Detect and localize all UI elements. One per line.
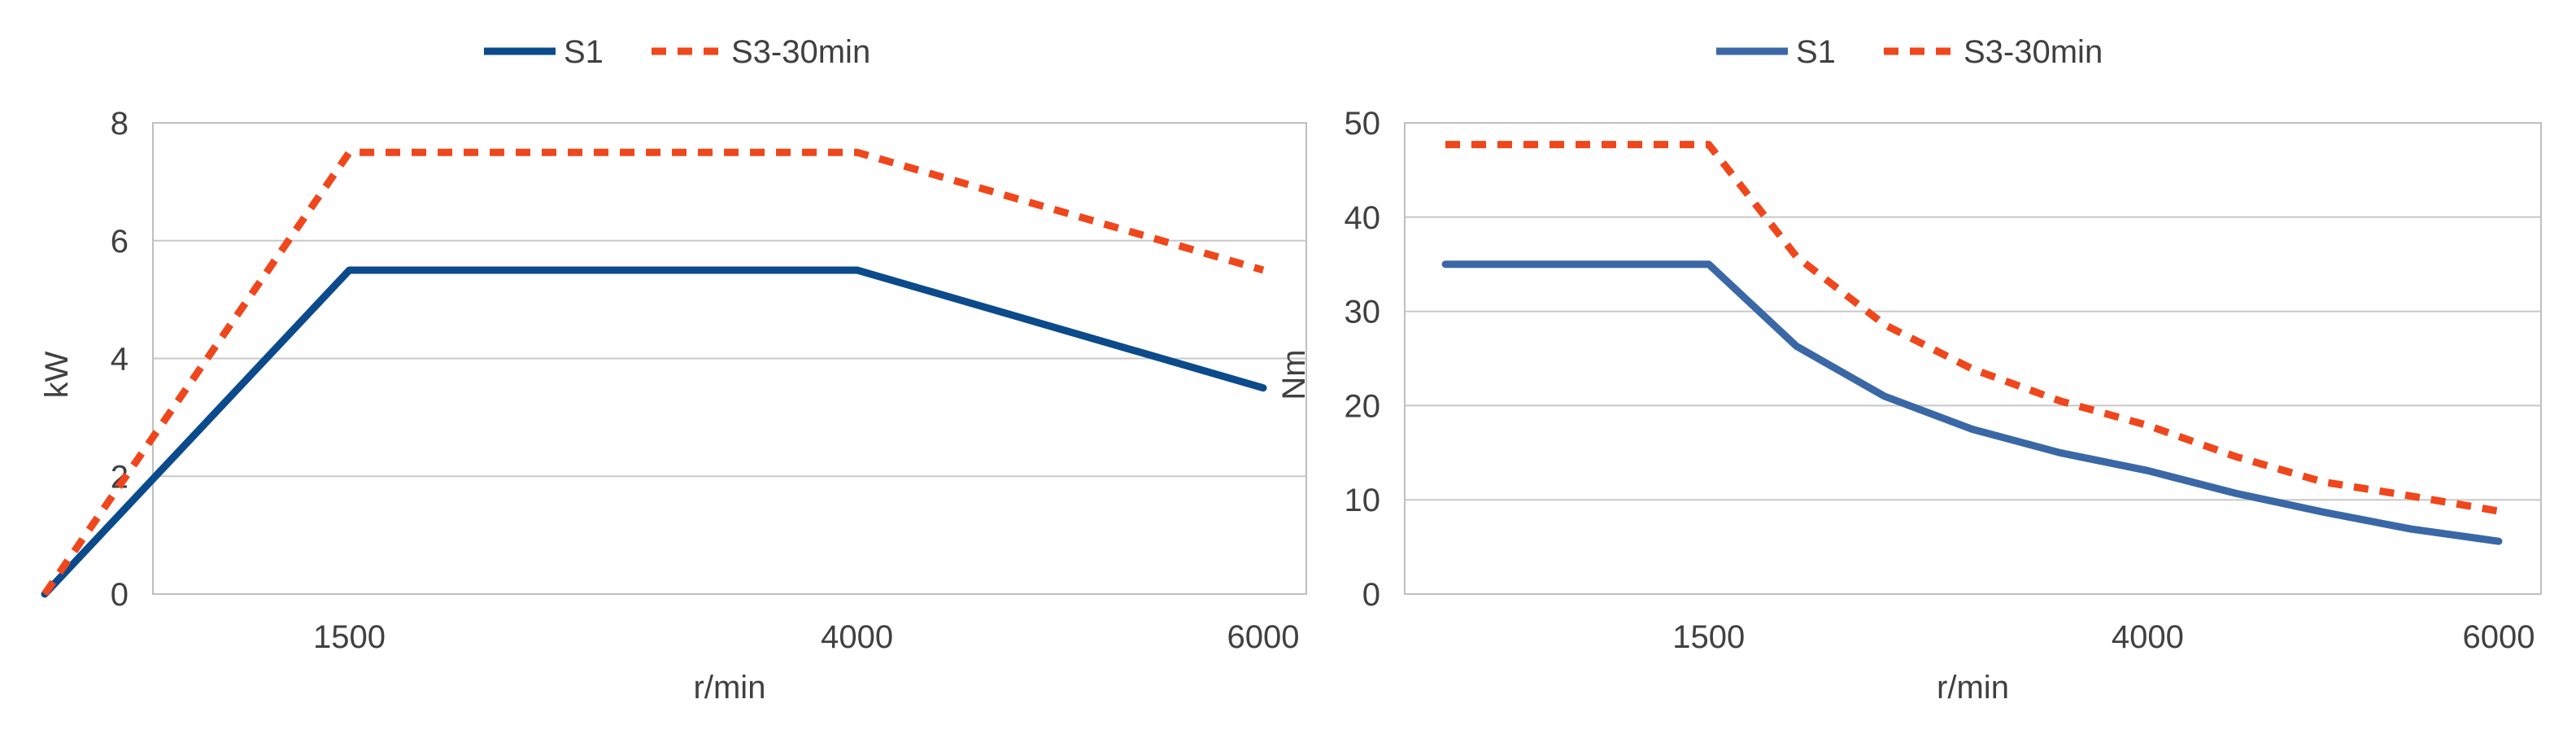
torque-chart: 0 10 20 30 40 50 1500 4000 6000 r/min Nm S1 S3-30min <box>1276 34 2542 706</box>
x-tick-label: 1500 <box>1672 619 1745 655</box>
series-line-s1 <box>1441 260 2503 545</box>
series-line-s3-30min <box>41 148 1265 596</box>
y-tick-label: 8 <box>111 106 129 142</box>
y-tick-label: 6 <box>111 224 129 260</box>
plot-frame <box>152 122 1307 595</box>
y-tick-label: 40 <box>1345 200 1381 236</box>
x-axis-title: r/min <box>1937 670 2009 706</box>
legend-label: S3-30min <box>731 34 870 70</box>
x-tick-label: 4000 <box>2112 619 2184 655</box>
y-tick-label: 30 <box>1345 295 1381 330</box>
legend-label: S1 <box>1796 34 1836 70</box>
series-line-s3-30min <box>1445 141 2500 515</box>
x-tick-label: 6000 <box>2463 619 2535 655</box>
y-tick-label: 0 <box>111 577 129 613</box>
power-chart: 0 2 4 6 8 1500 4000 6000 r/min kW S1 S3-30min <box>39 34 1307 706</box>
x-tick-label: 1500 <box>313 619 386 655</box>
x-tick-label: 4000 <box>821 619 893 655</box>
y-tick-label: 10 <box>1345 483 1381 518</box>
plot-frame <box>1404 122 2542 595</box>
x-tick-label: 6000 <box>1227 619 1300 655</box>
y-tick-label: 4 <box>111 342 129 378</box>
y-tick-label: 2 <box>111 459 129 495</box>
series-line-s1 <box>41 266 1267 598</box>
x-axis-title: r/min <box>694 670 766 706</box>
y-axis-title: kW <box>39 351 75 398</box>
legend-label: S3-30min <box>1964 34 2103 70</box>
legend-label: S1 <box>564 34 604 70</box>
y-tick-label: 20 <box>1345 388 1381 424</box>
y-tick-label: 0 <box>1362 577 1380 613</box>
y-tick-label: 50 <box>1345 106 1381 142</box>
y-axis-title: Nm <box>1276 349 1312 400</box>
